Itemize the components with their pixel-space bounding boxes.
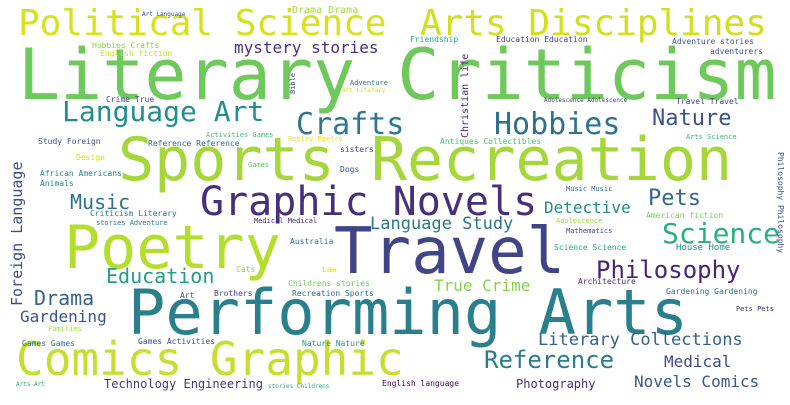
word-games-games: Games Games xyxy=(22,339,75,348)
word-nature-nature: Nature Nature xyxy=(302,339,365,348)
word-animals: Animals xyxy=(40,179,74,188)
word-philosophy-philosophy: Philosophy Philosophy xyxy=(776,152,785,254)
word-games: Games xyxy=(248,161,270,169)
word-adolescence-adolescence: Adolescence Adolescence xyxy=(544,97,628,104)
word-art: Art xyxy=(180,291,195,300)
word-study-foreign: Study Foreign xyxy=(38,137,101,146)
word-dogs: Dogs xyxy=(340,165,360,174)
word-adolescence: Adolescence xyxy=(556,217,603,225)
word-graphic-novels: Graphic Novels xyxy=(200,179,538,225)
word-cats: Cats xyxy=(236,265,256,274)
word-arts-art: Arts Art xyxy=(16,381,45,388)
word-antiques-collectibles: Antiques Collectibles xyxy=(440,137,542,146)
word-education-education: Education Education xyxy=(496,35,588,44)
word-gardening: Gardening xyxy=(20,307,107,326)
word-christian-life: Christian life xyxy=(460,53,471,138)
word-games-activities: Games Activities xyxy=(138,337,216,346)
word-poetry: Poetry xyxy=(64,213,281,283)
word-drama: Drama xyxy=(34,286,95,310)
word-sisters: sisters xyxy=(340,145,374,154)
word-stories-childrens: stories Childrens xyxy=(268,383,330,390)
word-adventure: Adventure xyxy=(350,79,388,87)
word-activities-games: Activities Games xyxy=(206,131,274,139)
word-hobbies: Hobbies xyxy=(494,107,621,142)
word-recreation-sports: Recreation Sports xyxy=(292,289,374,298)
word-bible: Bible xyxy=(289,72,297,94)
word-comics-graphic: Comics Graphic xyxy=(16,332,404,386)
word-music-music: Music Music xyxy=(566,185,613,193)
word-art-literary: Art Literary xyxy=(342,87,386,94)
word-design: Design xyxy=(76,153,105,162)
word-education: Education xyxy=(106,264,215,288)
word-sports-recreation: Sports Recreation xyxy=(118,125,733,195)
word-detective: Detective xyxy=(544,198,631,217)
word-language-art: Language Art xyxy=(62,95,265,128)
word-mathematics: Mathematics xyxy=(566,227,613,235)
word-house-home: House Home xyxy=(676,243,731,253)
word-medical: Medical xyxy=(664,352,732,371)
word-law: Law xyxy=(322,265,337,274)
word-gardening-gardening: Gardening Gardening xyxy=(666,287,758,296)
word-philosophy: Philosophy xyxy=(596,256,741,284)
word-mystery-stories: mystery stories xyxy=(234,38,379,57)
word-crime-true: Crime True xyxy=(106,95,155,104)
word-arts-science: Arts Science xyxy=(686,133,737,141)
word-political-science: Political Science xyxy=(18,3,387,44)
word-foreign-language: Foreign Language xyxy=(8,161,26,307)
word-pets: Pets xyxy=(648,186,701,211)
word-english-fiction: English fiction xyxy=(100,49,173,58)
word-photography: Photography xyxy=(516,377,596,391)
word-brothers: Brothers xyxy=(214,289,253,298)
word-adventure-stories: Adventure stories xyxy=(672,37,754,46)
word-novels-comics: Novels Comics xyxy=(634,372,760,391)
word-pets-pets: Pets Pets xyxy=(736,305,774,313)
word-travel: Travel xyxy=(334,215,566,289)
word-american-fiction: American fiction xyxy=(646,211,724,220)
word-stories-adventure: stories Adventure xyxy=(96,219,168,227)
word-adventurers: adventurers xyxy=(710,47,763,56)
word-music: Music xyxy=(70,190,131,214)
word-technology-engineering: Technology Engineering xyxy=(104,377,263,391)
word-true-crime: True Crime xyxy=(434,276,531,295)
word-nature: Nature xyxy=(652,106,732,131)
word-drama-drama: Drama Drama xyxy=(292,5,359,16)
word-travel-travel: Travel Travel xyxy=(676,97,739,106)
word-literary-collections: Literary Collections xyxy=(538,330,743,350)
word-science-science: Science Science xyxy=(554,243,627,252)
word-language-study: Language Study xyxy=(370,214,514,234)
word-criticism-literary: Criticism Literary xyxy=(90,209,177,218)
word-hobbies-crafts: Hobbies Crafts xyxy=(92,41,160,50)
word-african-americans: African Americans xyxy=(40,169,122,178)
word-australia: Australia xyxy=(290,237,334,246)
word-families: Families xyxy=(48,325,82,333)
word-crafts: Crafts xyxy=(296,107,405,142)
word-reference: Reference xyxy=(484,346,615,374)
word-english-language: English language xyxy=(382,379,460,388)
word-architecture: Architecture xyxy=(578,277,636,286)
word-literary-criticism: Literary Criticism xyxy=(18,34,777,116)
word-reference-reference: Reference Reference xyxy=(148,139,240,148)
word-childrens-stories: Childrens stories xyxy=(288,279,370,288)
word-medical-medical: Medical Medical xyxy=(254,217,318,225)
word-poetry-poetry: Poetry Poetry xyxy=(288,135,343,143)
word-friendship: Friendship xyxy=(410,35,459,44)
word-performing-arts: Performing Arts xyxy=(128,276,688,349)
word-art-language: Art Language xyxy=(142,11,186,18)
word-science: Science xyxy=(662,217,781,250)
word-arts-disciplines: Arts Disciplines xyxy=(420,3,767,44)
